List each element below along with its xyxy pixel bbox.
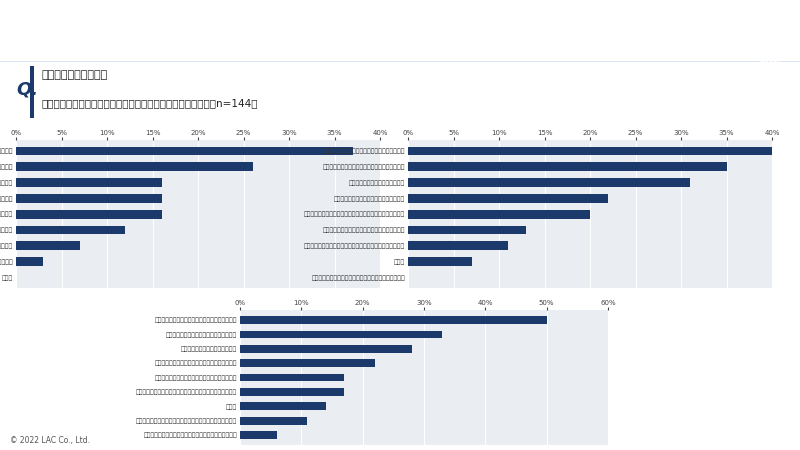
Bar (16, 210, 162, 219)
Bar (16, 257, 43, 266)
Bar (240, 330, 442, 338)
Bar (240, 316, 546, 324)
Bar (408, 210, 590, 219)
Bar (240, 417, 307, 425)
Bar (16, 225, 125, 234)
Bar (408, 225, 526, 234)
Bar (16, 178, 162, 187)
Bar (240, 431, 277, 439)
Text: 企業規模：~99名: 企業規模：~99名 (168, 129, 228, 139)
Text: メール訓練について、: メール訓練について、 (42, 71, 108, 81)
Bar (408, 194, 608, 203)
Text: Q.: Q. (16, 81, 38, 99)
Bar (408, 162, 726, 171)
Bar (777, 34, 781, 53)
Bar (240, 345, 412, 353)
Bar (16, 242, 80, 250)
Bar (30, 66, 34, 118)
Bar (764, 34, 768, 53)
Text: LAC: LAC (759, 54, 780, 65)
Bar (16, 147, 353, 155)
Text: 貴社が抱えていると感じる課題があればお聞かせください。（n=144）: 貴社が抱えていると感じる課題があればお聞かせください。（n=144） (42, 99, 258, 108)
Bar (240, 402, 326, 410)
Bar (408, 178, 690, 187)
Bar (408, 257, 472, 266)
Bar (408, 242, 508, 250)
Bar (240, 359, 375, 367)
Bar (240, 388, 344, 396)
Bar (16, 194, 162, 203)
Bar (240, 374, 344, 382)
Bar (758, 34, 762, 53)
Text: © 2022 LAC Co., Ltd.: © 2022 LAC Co., Ltd. (10, 436, 90, 445)
Text: 企業規模：100~999名: 企業規模：100~999名 (546, 129, 634, 139)
Bar (770, 34, 774, 53)
Polygon shape (755, 22, 784, 34)
Text: メール訓練を実施する上での悩み: メール訓練を実施する上での悩み (14, 23, 190, 42)
Bar (408, 147, 772, 155)
Text: 企業規模：1,000名～: 企業規模：1,000名～ (386, 299, 462, 309)
Bar (16, 162, 253, 171)
